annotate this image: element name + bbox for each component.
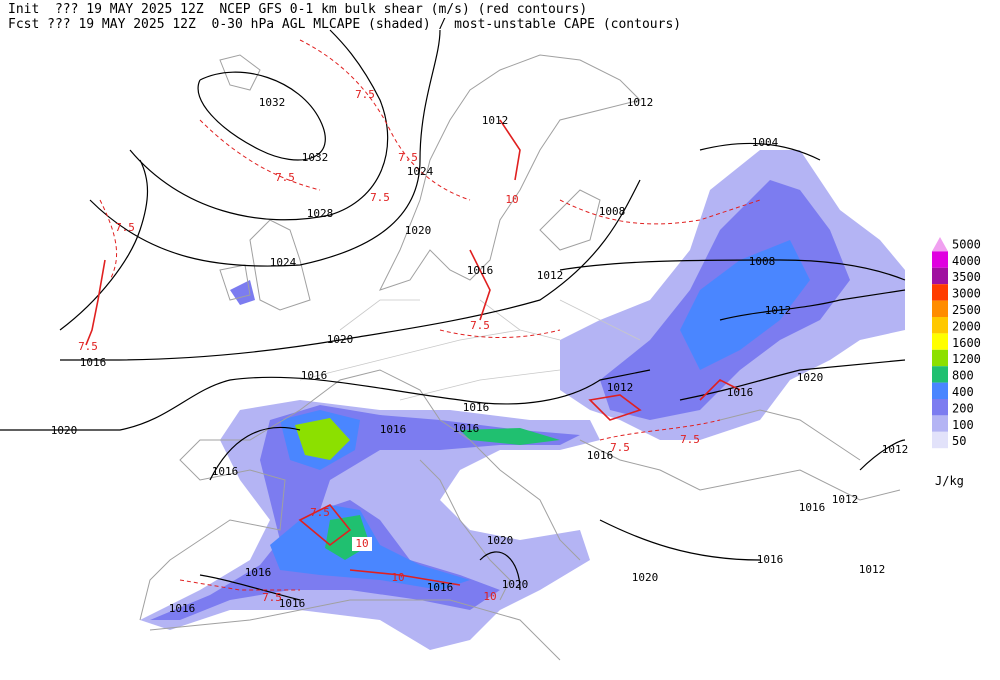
legend-label: 400	[952, 385, 974, 399]
legend-swatch	[932, 237, 948, 252]
legend-swatch	[932, 300, 948, 317]
isobar-label: 1020	[502, 578, 529, 591]
legend-unit: J/kg	[935, 474, 964, 488]
legend-label: 1600	[952, 336, 981, 350]
isobar-label: 1024	[270, 256, 297, 269]
shear-label: 10	[355, 537, 368, 550]
legend-swatch	[932, 284, 948, 301]
isobar-label: 1008	[749, 255, 776, 268]
legend-swatch	[932, 366, 948, 383]
isobar-label: 1012	[765, 304, 792, 317]
shear-labels: 7.5 7.5 7.5 7.5 7.5 7.5 7.5 7.5 7.5 7.5 …	[78, 88, 700, 604]
isobar-label: 1016	[453, 422, 480, 435]
isobar-label: 1016	[463, 401, 490, 414]
isobar-label: 1016	[80, 356, 107, 369]
shear-contours	[85, 39, 761, 591]
legend-label: 800	[952, 369, 974, 383]
shear-label: 7.5	[398, 151, 418, 164]
isobars	[0, 29, 906, 601]
legend-swatch	[932, 267, 948, 285]
legend-swatch	[932, 431, 948, 449]
isobar-label: 1024	[407, 165, 434, 178]
legend-swatch	[932, 399, 948, 416]
isobar-label: 1012	[832, 493, 859, 506]
legend-label: 3000	[952, 287, 981, 301]
header-line: Fcst ??? 19 MAY 2025 12Z 0-30 hPa AGL ML…	[8, 17, 681, 32]
isobar-label: 1012	[537, 269, 564, 282]
isobar-label: 1012	[859, 563, 886, 576]
legend-swatch	[932, 333, 948, 350]
shear-label: 7.5	[370, 191, 390, 204]
legend-label: 100	[952, 418, 974, 432]
legend-swatch	[932, 251, 948, 268]
shear-label: 7.5	[470, 319, 490, 332]
isobar-label: 1012	[627, 96, 654, 109]
legend-label: 4000	[952, 254, 981, 268]
legend-label: 2500	[952, 303, 981, 317]
isobar-label: 1012	[607, 381, 634, 394]
legend-swatch	[932, 415, 948, 432]
isobar-label: 1020	[405, 224, 432, 237]
shear-label: 7.5	[275, 171, 295, 184]
isobar-labels: 1032 1032 1024 1028 1020 1024 1012 1012 …	[51, 96, 909, 615]
isobar-label: 1020	[487, 534, 514, 547]
shear-label: 10	[483, 590, 496, 603]
isobar-label: 1016	[380, 423, 407, 436]
isobar-label: 1032	[259, 96, 286, 109]
legend-label: 50	[952, 434, 966, 448]
isobar-label: 1020	[51, 424, 78, 437]
isobar-label: 1016	[279, 597, 306, 610]
isobar-label: 1016	[727, 386, 754, 399]
isobar-label: 1016	[799, 501, 826, 514]
isobar-label: 1016	[245, 566, 272, 579]
isobar-label: 1016	[301, 369, 328, 382]
legend-label: 1200	[952, 352, 981, 366]
isobar-label: 1016	[587, 449, 614, 462]
label-box	[352, 537, 372, 551]
isobar-label: 1016	[427, 581, 454, 594]
header-line: Init ??? 19 MAY 2025 12Z NCEP GFS 0-1 km…	[8, 2, 587, 17]
isobar-label: 1016	[169, 602, 196, 615]
legend: 5000 4000 3500 3000 2500 2000 1600 1200 800 400 20…	[932, 237, 981, 448]
legend-label: 3500	[952, 270, 981, 284]
isobar-label: 1004	[752, 136, 779, 149]
shear-label: 10	[391, 571, 404, 584]
isobar-label: 1028	[307, 207, 334, 220]
legend-label: 200	[952, 401, 974, 415]
isobar-label: 1016	[467, 264, 494, 277]
isobar-label: 1016	[757, 553, 784, 566]
legend-swatch	[932, 317, 948, 334]
legend-label: 5000	[952, 237, 981, 251]
shear-label: 7.5	[355, 88, 375, 101]
isobar-label: 1008	[599, 205, 626, 218]
isobar-label: 1012	[882, 443, 909, 456]
isobar-label: 1020	[797, 371, 824, 384]
borders	[299, 299, 641, 401]
shear-label: 7.5	[610, 441, 630, 454]
shear-label: 7.5	[115, 221, 135, 234]
isobar-label: 1032	[302, 151, 329, 164]
isobar-label: 1012	[482, 114, 509, 127]
shear-label: 7.5	[680, 433, 700, 446]
shear-label: 7.5	[310, 506, 330, 519]
shear-label: 7.5	[78, 340, 98, 353]
shear-label: 7.5	[262, 591, 282, 604]
shear-label: 10	[505, 193, 518, 206]
isobar-label: 1020	[632, 571, 659, 584]
legend-swatch	[932, 349, 948, 367]
legend-label: 2000	[952, 319, 981, 333]
legend-swatch	[932, 382, 948, 399]
coastlines	[139, 54, 901, 661]
isobar-label: 1016	[212, 465, 239, 478]
isobar-label: 1020	[327, 333, 354, 346]
